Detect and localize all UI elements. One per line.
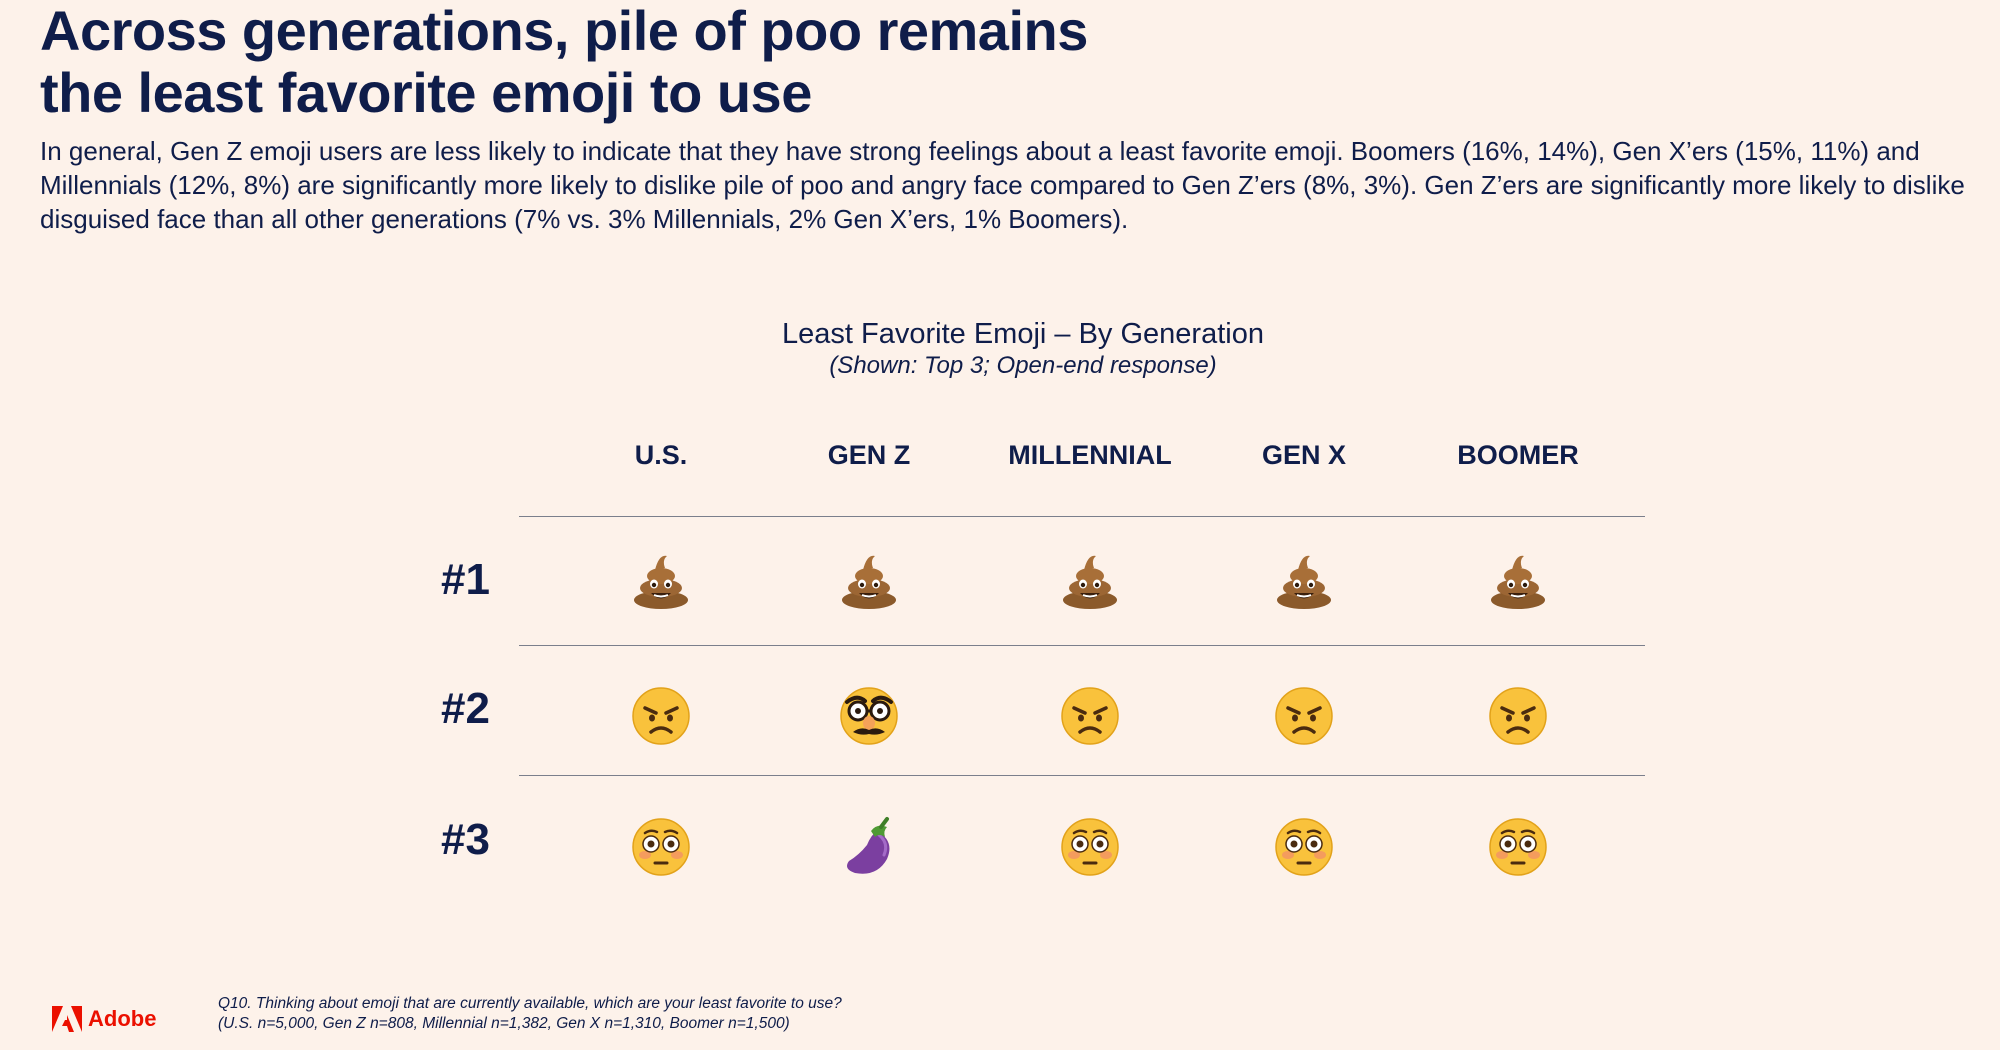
emoji-cell-boomer-rank-2	[1486, 684, 1550, 748]
pile-of-poo-icon	[1491, 555, 1545, 609]
angry-face-icon	[1275, 687, 1333, 745]
emoji-cell-us-rank-3	[629, 815, 693, 879]
pile-of-poo-icon	[842, 555, 896, 609]
pile-of-poo-icon	[1277, 555, 1331, 609]
chart-title: Least Favorite Emoji – By Generation	[782, 318, 1264, 350]
footnote: Q10. Thinking about emoji that are curre…	[218, 994, 842, 1034]
row-label-rank-1: #1	[441, 555, 490, 604]
flushed-face-icon	[1489, 818, 1547, 876]
angry-face-icon	[632, 687, 690, 745]
emoji-cell-us-rank-2	[629, 684, 693, 748]
page-title: Across generations, pile of poo remains …	[40, 0, 1340, 124]
pile-of-poo-icon	[1063, 555, 1117, 609]
column-header-gen-z: GEN Z	[827, 440, 911, 470]
footnote-question: Q10. Thinking about emoji that are curre…	[218, 995, 842, 1012]
table-rule-middle	[519, 645, 1645, 646]
column-header-boomer: BOOMER	[1457, 440, 1579, 470]
emoji-cell-gen-z-rank-2	[837, 684, 901, 748]
disguised-face-icon	[840, 687, 898, 745]
pile-of-poo-icon	[634, 555, 688, 609]
adobe-logo-text: Adobe	[88, 1006, 157, 1031]
table-rule-bottom	[519, 775, 1645, 776]
column-header-millennial: MILLENNIAL	[1008, 440, 1172, 470]
eggplant-icon	[847, 817, 890, 874]
emoji-cell-gen-x-rank-1	[1272, 548, 1336, 612]
flushed-face-icon	[1275, 818, 1333, 876]
emoji-cell-boomer-rank-1	[1486, 548, 1550, 612]
column-header-us: U.S.	[634, 440, 688, 470]
title-line-1: Across generations, pile of poo remains	[40, 0, 1088, 62]
row-label-rank-3: #3	[441, 815, 490, 864]
flushed-face-icon	[632, 818, 690, 876]
emoji-cell-gen-z-rank-3	[837, 815, 901, 879]
adobe-logo: Adobe	[52, 1006, 156, 1032]
emoji-cell-boomer-rank-3	[1486, 815, 1550, 879]
adobe-mark-icon	[52, 1006, 82, 1032]
chart-subtitle: (Shown: Top 3; Open-end response)	[829, 352, 1217, 379]
title-line-2: the least favorite emoji to use	[40, 61, 812, 124]
emoji-cell-millennial-rank-1	[1058, 548, 1122, 612]
column-header-gen-x: GEN X	[1261, 440, 1347, 470]
row-label-rank-2: #2	[441, 684, 490, 733]
emoji-cell-millennial-rank-2	[1058, 684, 1122, 748]
angry-face-icon	[1489, 687, 1547, 745]
angry-face-icon	[1061, 687, 1119, 745]
footnote-sample-sizes: (U.S. n=5,000, Gen Z n=808, Millennial n…	[218, 1015, 790, 1032]
emoji-cell-gen-z-rank-1	[837, 548, 901, 612]
emoji-cell-millennial-rank-3	[1058, 815, 1122, 879]
emoji-cell-gen-x-rank-2	[1272, 684, 1336, 748]
emoji-cell-us-rank-1	[629, 548, 693, 612]
table-rule-top	[519, 516, 1645, 517]
summary-paragraph: In general, Gen Z emoji users are less l…	[40, 136, 1965, 234]
flushed-face-icon	[1061, 818, 1119, 876]
emoji-cell-gen-x-rank-3	[1272, 815, 1336, 879]
